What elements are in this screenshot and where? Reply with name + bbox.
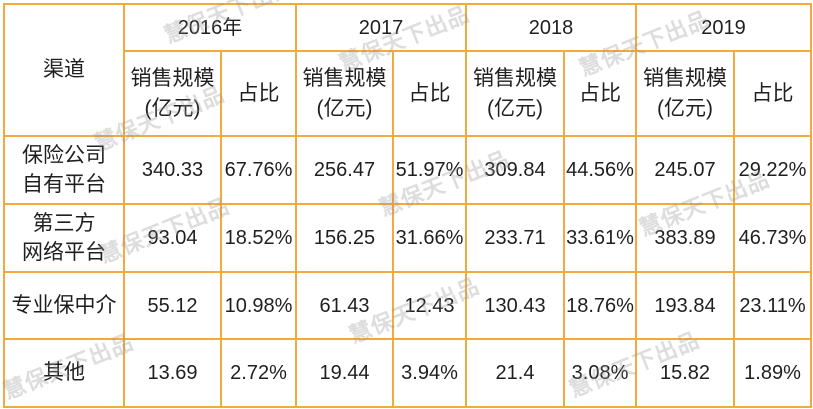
sales-cell-2016: 93.04: [123, 203, 222, 273]
share-cell-2018: 33.61%: [563, 203, 637, 273]
sales-header-unit: (亿元): [144, 96, 201, 120]
channel-label-line: 网络平台: [22, 241, 106, 264]
share-cell-2017: 31.66%: [392, 203, 467, 273]
channel-label: 专业保中介: [3, 271, 125, 340]
year-header-2018: 2018: [465, 3, 637, 52]
sales-cell-2019: 383.89: [635, 203, 735, 273]
share-cell-2017: 51.97%: [392, 135, 467, 205]
sales-header-line: 销售规模: [473, 67, 557, 91]
share-cell-2019: 23.11%: [733, 271, 812, 340]
sales-cell-2019: 245.07: [635, 135, 735, 205]
sales-header-line: 销售规模: [643, 67, 727, 91]
year-header-2019: 2019: [635, 3, 812, 52]
channel-header: 渠道: [3, 3, 125, 137]
sales-header-2016: 销售规模 (亿元): [123, 50, 222, 137]
share-cell-2019: 29.22%: [733, 135, 812, 205]
sales-header-line: 销售规模: [302, 67, 387, 91]
sales-cell-2017: 19.44: [295, 338, 394, 408]
sales-header-2017: 销售规模 (亿元): [295, 50, 394, 137]
sales-header-unit: (亿元): [487, 96, 543, 120]
share-cell-2018: 3.08%: [563, 338, 637, 408]
year-header-2017: 2017: [295, 3, 467, 52]
channel-sales-table: 渠道 2016年 2017 2018 2019 销售规模 (亿元) 占比 销售规…: [3, 3, 812, 408]
share-cell-2018: 18.76%: [563, 271, 637, 340]
sales-cell-2019: 193.84: [635, 271, 735, 340]
channel-label: 其他: [3, 338, 125, 408]
sales-cell-2018: 21.4: [465, 338, 565, 408]
share-cell-2016: 2.72%: [220, 338, 297, 408]
row-third-party-online-platform: 第三方 网络平台 93.04 18.52% 156.25 31.66% 233.…: [3, 203, 812, 273]
channel-label: 保险公司 自有平台: [3, 135, 125, 205]
share-cell-2018: 44.56%: [563, 135, 637, 205]
row-professional-intermediary: 专业保中介 55.12 10.98% 61.43 12.43 130.43 18…: [3, 271, 812, 340]
sales-cell-2018: 233.71: [465, 203, 565, 273]
share-cell-2017: 3.94%: [392, 338, 467, 408]
share-cell-2017: 12.43: [392, 271, 467, 340]
sales-header-unit: (亿元): [657, 96, 713, 120]
sales-cell-2018: 130.43: [465, 271, 565, 340]
sales-cell-2019: 15.82: [635, 338, 735, 408]
sales-cell-2018: 309.84: [465, 135, 565, 205]
year-header-row: 渠道 2016年 2017 2018 2019: [3, 3, 812, 137]
channel-label-line: 保险公司: [22, 143, 106, 167]
share-cell-2016: 67.76%: [220, 135, 297, 205]
channel-label-line: 第三方: [32, 211, 96, 235]
row-insurer-own-platform: 保险公司 自有平台 340.33 67.76% 256.47 51.97% 30…: [3, 135, 812, 205]
share-header-2019: 占比: [733, 50, 812, 137]
row-other: 其他 13.69 2.72% 19.44 3.94% 21.4 3.08% 15…: [3, 338, 812, 408]
sub-header-row: 销售规模 (亿元) 占比 销售规模 (亿元) 占比 销售规模 (亿元) 占比 销…: [4, 50, 812, 137]
share-header-2017: 占比: [392, 50, 467, 137]
sales-header-unit: (亿元): [316, 96, 373, 120]
share-header-2016: 占比: [220, 50, 297, 137]
sales-header-2018: 销售规模 (亿元): [465, 50, 565, 137]
share-cell-2016: 18.52%: [220, 203, 297, 273]
channel-label: 第三方 网络平台: [3, 203, 125, 273]
share-cell-2019: 46.73%: [733, 203, 812, 273]
share-cell-2019: 1.89%: [733, 338, 812, 408]
share-cell-2016: 10.98%: [220, 271, 297, 340]
sales-cell-2017: 61.43: [295, 271, 394, 340]
sales-header-2019: 销售规模 (亿元): [635, 50, 735, 137]
sales-cell-2017: 156.25: [295, 203, 394, 273]
sales-header-line: 销售规模: [130, 67, 215, 91]
sales-cell-2016: 340.33: [123, 135, 222, 205]
sales-cell-2016: 55.12: [123, 271, 222, 340]
channel-label-line: 自有平台: [22, 173, 106, 196]
sales-cell-2017: 256.47: [295, 135, 394, 205]
year-header-2016: 2016年: [123, 3, 297, 52]
sales-cell-2016: 13.69: [123, 338, 222, 408]
share-header-2018: 占比: [563, 50, 637, 137]
